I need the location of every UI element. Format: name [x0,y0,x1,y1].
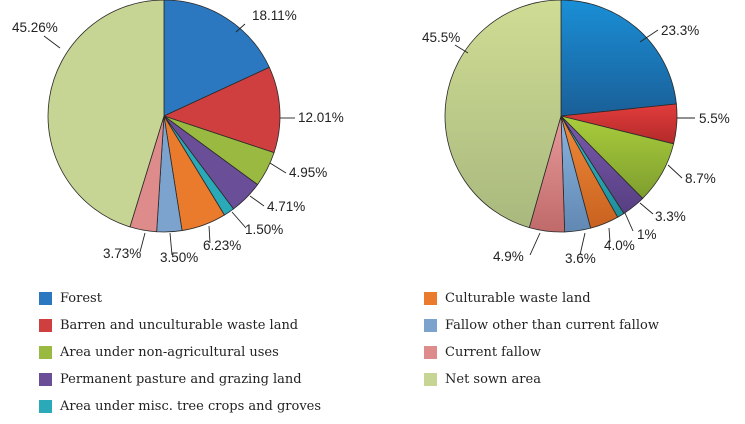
legend-swatch [424,373,437,386]
pie2-slice-net-sown-area [444,0,562,229]
pie1-label-barren-and-unculturable-waste-land: 12.01% [298,110,344,125]
pie2-leader-culturable-waste-land [608,227,611,243]
pie2-label-area-under-non-agricultural-uses: 8.7% [685,171,716,186]
pie2-leader-area-under-misc-tree-crops-and-groves [624,212,634,232]
legend-label: Current fallow [445,345,542,360]
pie2-label-area-under-misc-tree-crops-and-groves: 1% [637,227,657,242]
legend-swatch [424,319,437,332]
pie1-slice-forest [163,0,270,117]
pie2-label-permanent-pasture-and-grazing-land: 3.3% [655,209,686,224]
pie1-leader-permanent-pasture-and-grazing-land [249,195,265,207]
legend-swatch [39,346,52,359]
legend-label: Culturable waste land [445,291,591,306]
pie2-leader-area-under-non-agricultural-uses [667,164,683,179]
pie1-leader-forest [235,23,246,33]
pie2-label-current-fallow: 4.9% [493,249,524,264]
legend-item-forest: Forest [39,291,102,306]
pie2-leader-permanent-pasture-and-grazing-land [639,202,654,215]
pie1-label-area-under-misc-tree-crops-and-groves: 1.50% [245,222,283,237]
pie1-label-fallow-other-than-current-fallow: 3.50% [160,250,198,265]
legend-label: Barren and unculturable waste land [60,318,299,333]
pie2-leader-current-fallow [529,232,541,256]
legend-swatch [424,346,437,359]
pie1-label-forest: 18.11% [252,8,297,23]
pie1-label-current-fallow: 3.73% [103,246,141,261]
pie1-slice-barren-and-unculturable-waste-land [162,66,281,154]
legend-swatch [39,373,52,386]
legend-item-area-under-non-agricultural-uses: Area under non-agricultural uses [39,345,279,360]
legend-item-culturable-waste-land: Culturable waste land [424,291,591,306]
pie2-leader-fallow-other-than-current-fallow [579,232,586,256]
legend-swatch [39,319,52,332]
legend-item-net-sown-area: Net sown area [424,372,541,387]
pie1-slice-net-sown-area [47,0,165,228]
legend-swatch [39,400,52,413]
pie2-label-fallow-other-than-current-fallow: 3.6% [565,251,596,266]
pie1-label-permanent-pasture-and-grazing-land: 4.71% [267,199,305,214]
pie1-label-culturable-waste-land: 6.23% [203,238,241,253]
legend-label: Forest [60,291,102,306]
pie1-leader-net-sown-area [43,35,61,49]
pie1-leader-area-under-non-agricultural-uses [269,162,287,174]
pie2-slice-forest [560,0,677,117]
pie2-leader-forest [639,29,659,43]
legend-label: Permanent pasture and grazing land [60,372,302,387]
pie2-leader-net-sown-area [454,44,469,54]
pie2-label-culturable-waste-land: 4.0% [604,238,635,253]
pie1-leader-fallow-other-than-current-fallow [169,232,173,256]
legend-label: Area under non-agricultural uses [60,345,279,360]
pie2-label-forest: 23.3% [661,23,699,38]
legend-item-area-under-misc-tree-crops-and-groves: Area under misc. tree crops and groves [39,399,321,414]
legend-item-barren-and-unculturable-waste-land: Barren and unculturable waste land [39,318,298,333]
legend-label: Area under misc. tree crops and groves [60,399,322,414]
pie1-leader-culturable-waste-land [208,225,211,244]
pie1-leader-area-under-misc-tree-crops-and-groves [231,211,247,229]
legend-label: Net sown area [445,372,541,387]
pie2-label-barren-and-unculturable-waste-land: 5.5% [699,111,730,126]
legend-swatch [424,292,437,305]
legend-item-permanent-pasture-and-grazing-land: Permanent pasture and grazing land [39,372,302,387]
legend-label: Fallow other than current fallow [445,318,659,333]
legend-swatch [39,292,52,305]
pie-charts: 18.11% 12.01% 4.95% 4.71% 1.50% 6.23% 3.50% 3.7… [12,0,730,266]
pie2-label-net-sown-area: 45.5% [422,30,460,45]
legend-item-current-fallow: Current fallow [424,345,541,360]
pie1-label-area-under-non-agricultural-uses: 4.95% [289,165,327,180]
pie1-label-net-sown-area: 45.26% [12,20,58,35]
pie1-leader-current-fallow [139,232,146,253]
legend-item-fallow-other-than-current-fallow: Fallow other than current fallow [424,318,659,333]
